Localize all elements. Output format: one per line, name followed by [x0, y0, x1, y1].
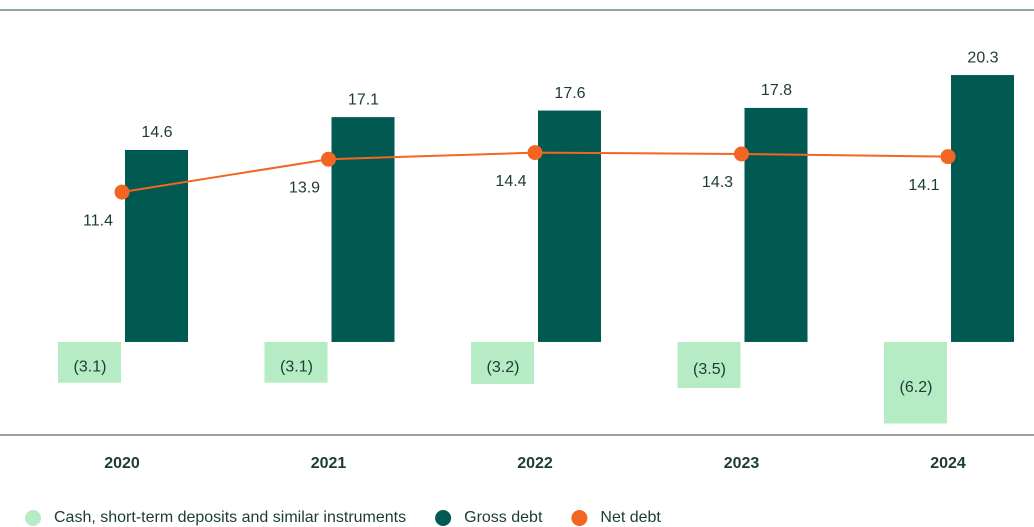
- bar: [471, 341, 534, 385]
- data-label: 14.4: [495, 173, 526, 190]
- data-label: (3.1): [280, 359, 313, 376]
- data-label: 14.6: [141, 124, 172, 141]
- legend-label: Gross debt: [464, 509, 543, 526]
- data-label: (3.1): [74, 359, 107, 376]
- bar: [264, 341, 328, 383]
- x-tick-label: 2024: [930, 455, 966, 472]
- line-point: [114, 184, 130, 200]
- data-label: 14.1: [908, 177, 939, 194]
- x-tick-label: 2021: [311, 455, 347, 472]
- legend-label: Net debt: [600, 509, 661, 526]
- data-label: 11.4: [83, 212, 113, 229]
- bar: [58, 341, 121, 383]
- data-label: 13.9: [289, 179, 320, 196]
- line-point: [734, 146, 749, 162]
- legend-swatch: [435, 510, 452, 526]
- bar: [884, 341, 947, 424]
- bar: [951, 75, 1014, 342]
- data-label: 17.6: [554, 85, 585, 102]
- data-label: 20.3: [967, 49, 998, 66]
- data-label: 17.1: [348, 91, 379, 108]
- line-point: [321, 151, 336, 167]
- data-label: 17.8: [761, 82, 792, 99]
- data-label: (6.2): [900, 379, 933, 396]
- bar: [677, 341, 741, 388]
- data-label: (3.2): [487, 359, 520, 376]
- bar: [744, 107, 808, 342]
- bar: [125, 149, 188, 342]
- bar: [331, 117, 395, 342]
- x-tick-label: 2023: [724, 455, 760, 472]
- x-tick-label: 2022: [517, 455, 553, 472]
- bar: [538, 110, 601, 342]
- line-point: [940, 149, 956, 165]
- line-point: [527, 145, 543, 161]
- x-tick-label: 2020: [104, 455, 140, 472]
- legend-label: Cash, short-term deposits and similar in…: [54, 509, 406, 526]
- legend-swatch: [571, 510, 588, 526]
- data-label: (3.5): [693, 361, 726, 378]
- data-label: 14.3: [702, 174, 733, 191]
- legend-swatch: [25, 510, 41, 526]
